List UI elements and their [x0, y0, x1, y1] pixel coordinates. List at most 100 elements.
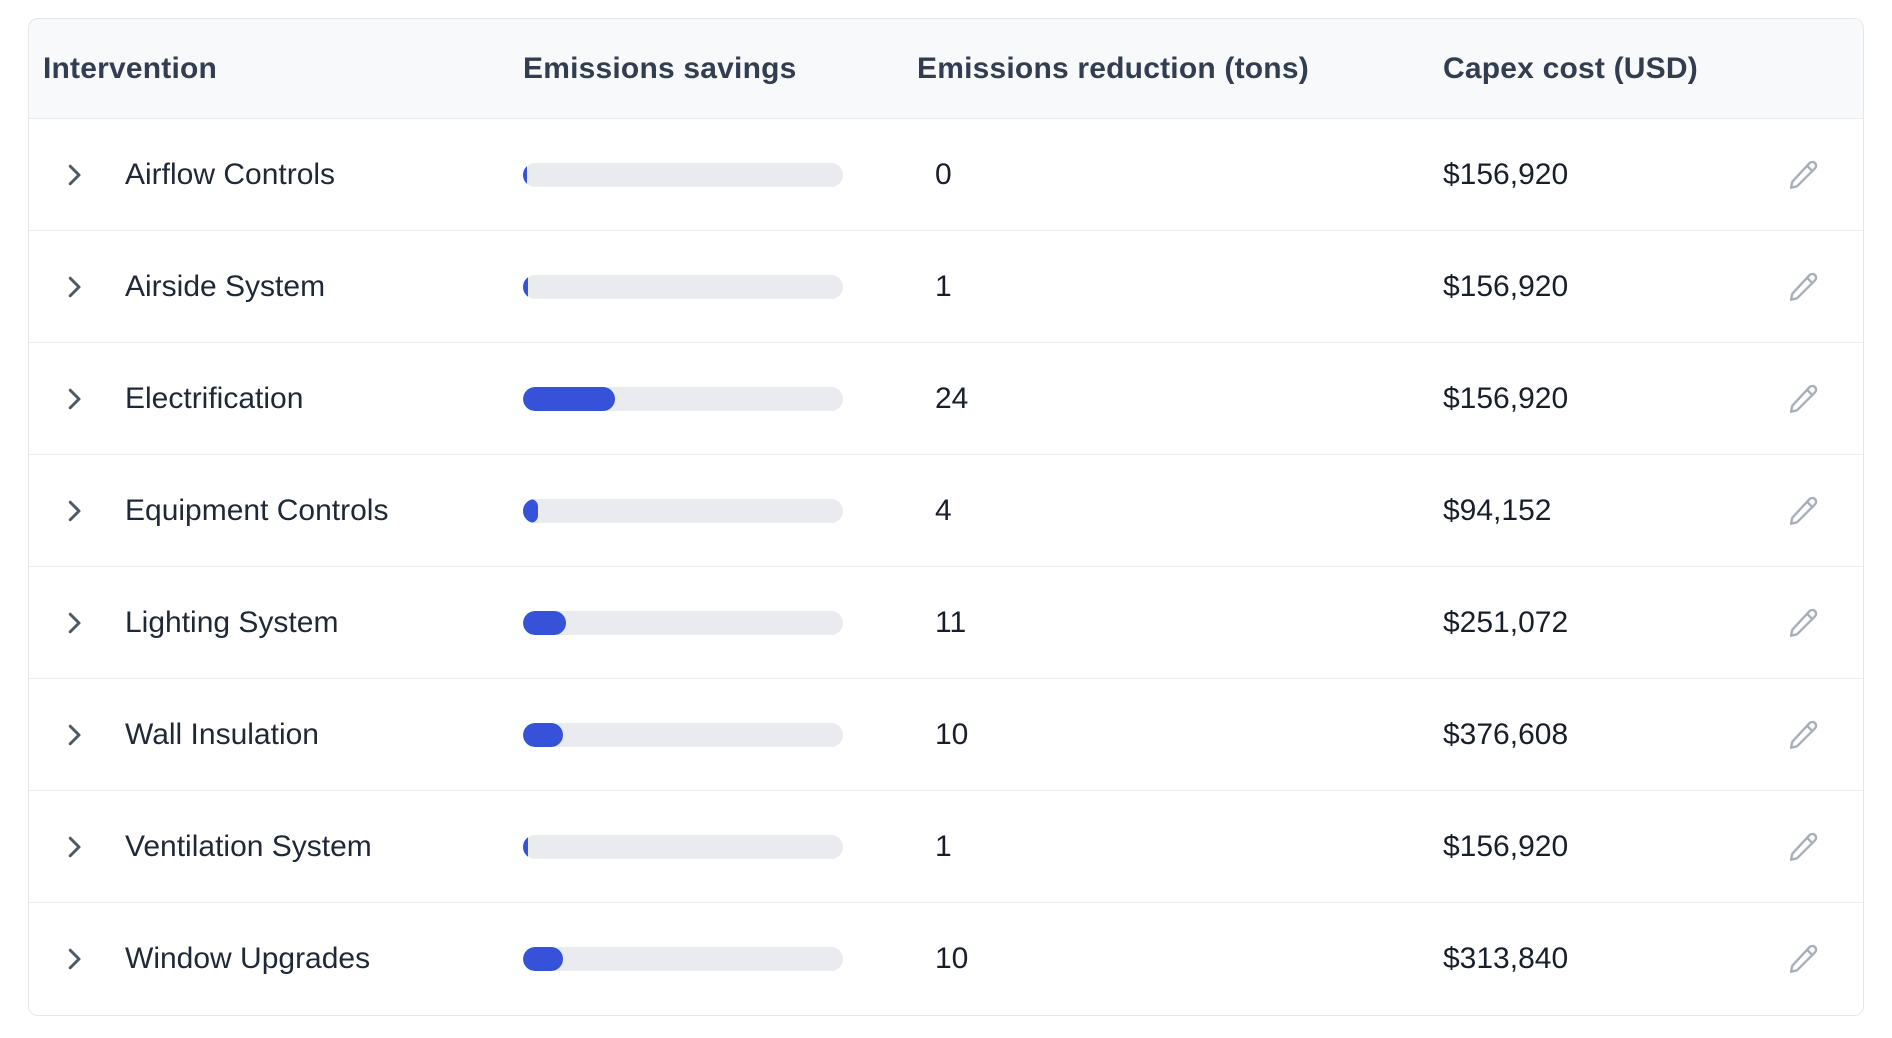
edit-row-button[interactable] — [1781, 937, 1825, 981]
emissions-savings-cell — [523, 274, 907, 299]
capex-cost-value: $156,920 — [1443, 829, 1569, 863]
intervention-name: Ventilation System — [125, 829, 372, 863]
intervention-cell: Airside System — [29, 270, 523, 304]
emissions-savings-cell — [523, 834, 907, 859]
intervention-cell: Airflow Controls — [29, 158, 523, 192]
emissions-savings-cell — [523, 498, 907, 523]
actions-cell — [1743, 937, 1863, 981]
emissions-savings-bar-track — [523, 498, 843, 523]
emissions-savings-cell — [523, 947, 907, 971]
row-expand-button[interactable] — [59, 608, 89, 638]
intervention-cell: Equipment Controls — [29, 494, 523, 528]
pencil-edit-icon — [1789, 608, 1818, 637]
emissions-reduction-value: 24 — [935, 381, 969, 415]
emissions-reduction-value: 11 — [935, 605, 967, 639]
emissions-savings-bar-track — [523, 386, 843, 411]
row-expand-button[interactable] — [59, 384, 89, 414]
intervention-name: Window Upgrades — [125, 942, 371, 975]
emissions-savings-bar-fill — [523, 386, 615, 411]
column-header-emissions-reduction: Emissions reduction (tons) — [917, 51, 1309, 85]
capex-cost-value: $313,840 — [1443, 942, 1569, 975]
pencil-edit-icon — [1789, 272, 1818, 301]
table-row: Wall Insulation 10 $376,608 — [29, 679, 1863, 791]
interventions-table-card: Intervention Emissions savings Emissions… — [28, 18, 1864, 1016]
emissions-savings-bar-track — [523, 610, 843, 635]
edit-row-button[interactable] — [1781, 489, 1825, 533]
actions-cell — [1743, 825, 1863, 869]
actions-cell — [1743, 265, 1863, 309]
intervention-name: Wall Insulation — [125, 717, 319, 751]
emissions-reduction-value: 1 — [935, 269, 952, 303]
actions-cell — [1743, 377, 1863, 421]
column-header-capex-cost: Capex cost (USD) — [1443, 51, 1698, 85]
chevron-right-icon — [68, 500, 81, 521]
emissions-reduction-value: 4 — [935, 493, 952, 527]
emissions-savings-bar-fill — [523, 498, 539, 523]
actions-cell — [1743, 713, 1863, 757]
pencil-edit-icon — [1789, 832, 1818, 861]
intervention-cell: Window Upgrades — [29, 942, 523, 976]
pencil-edit-icon — [1789, 496, 1818, 525]
row-expand-button[interactable] — [59, 832, 89, 862]
emissions-savings-bar-fill — [523, 834, 529, 859]
row-expand-button[interactable] — [59, 160, 89, 190]
emissions-savings-bar-fill — [523, 947, 563, 971]
table-row: Ventilation System 1 $156,920 — [29, 791, 1863, 903]
chevron-right-icon — [68, 164, 81, 185]
edit-row-button[interactable] — [1781, 265, 1825, 309]
table-header-row: Intervention Emissions savings Emissions… — [29, 19, 1863, 119]
emissions-savings-bar-track — [523, 274, 843, 299]
edit-row-button[interactable] — [1781, 601, 1825, 645]
intervention-cell: Wall Insulation — [29, 718, 523, 752]
emissions-reduction-value: 1 — [935, 829, 952, 863]
intervention-name: Lighting System — [125, 605, 339, 639]
row-expand-button[interactable] — [59, 944, 89, 974]
emissions-savings-bar-fill — [523, 610, 566, 635]
emissions-savings-bar-track — [523, 722, 843, 747]
edit-row-button[interactable] — [1781, 713, 1825, 757]
table-row: Equipment Controls 4 $94,152 — [29, 455, 1863, 567]
row-expand-button[interactable] — [59, 272, 89, 302]
intervention-cell: Ventilation System — [29, 830, 523, 864]
row-expand-button[interactable] — [59, 720, 89, 750]
intervention-name: Airside System — [125, 269, 326, 303]
pencil-edit-icon — [1789, 384, 1818, 413]
actions-cell — [1743, 601, 1863, 645]
emissions-savings-bar-track — [523, 834, 843, 859]
edit-row-button[interactable] — [1781, 377, 1825, 421]
intervention-name: Electrification — [125, 381, 304, 415]
chevron-right-icon — [68, 948, 81, 970]
intervention-name: Airflow Controls — [125, 157, 336, 191]
chevron-right-icon — [68, 612, 81, 633]
chevron-right-icon — [68, 276, 81, 297]
capex-cost-value: $156,920 — [1443, 381, 1569, 415]
emissions-savings-cell — [523, 722, 907, 747]
chevron-right-icon — [68, 724, 81, 745]
emissions-savings-cell — [523, 610, 907, 635]
emissions-reduction-value: 10 — [935, 717, 969, 751]
pencil-edit-icon — [1789, 944, 1818, 973]
edit-row-button[interactable] — [1781, 153, 1825, 197]
intervention-cell: Electrification — [29, 382, 523, 416]
table-body: Airflow Controls 0 $156,920 A — [29, 119, 1863, 1015]
emissions-savings-bar-fill — [523, 162, 527, 187]
intervention-cell: Lighting System — [29, 606, 523, 640]
row-expand-button[interactable] — [59, 496, 89, 526]
capex-cost-value: $94,152 — [1443, 493, 1552, 527]
table-row: Lighting System 11 $251,072 — [29, 567, 1863, 679]
emissions-savings-bar-track — [523, 162, 843, 187]
emissions-savings-bar-fill — [523, 274, 529, 299]
capex-cost-value: $376,608 — [1443, 717, 1569, 751]
chevron-right-icon — [68, 388, 81, 409]
emissions-reduction-value: 10 — [935, 942, 969, 975]
table-row: Airflow Controls 0 $156,920 — [29, 119, 1863, 231]
edit-row-button[interactable] — [1781, 825, 1825, 869]
pencil-edit-icon — [1789, 720, 1818, 749]
emissions-savings-cell — [523, 386, 907, 411]
table-row: Electrification 24 $156,920 — [29, 343, 1863, 455]
chevron-right-icon — [68, 836, 81, 857]
emissions-reduction-value: 0 — [935, 157, 952, 191]
table-row: Airside System 1 $156,920 — [29, 231, 1863, 343]
capex-cost-value: $156,920 — [1443, 269, 1569, 303]
actions-cell — [1743, 489, 1863, 533]
